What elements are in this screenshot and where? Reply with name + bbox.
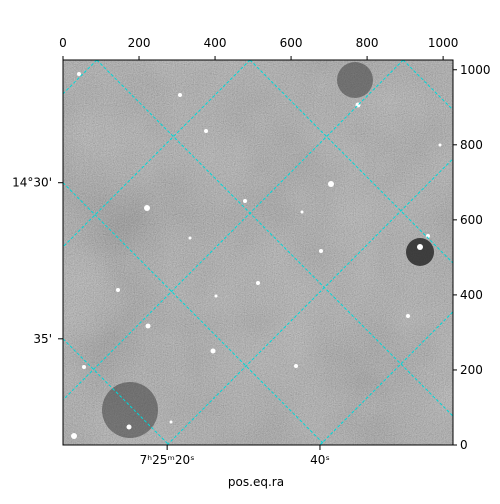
x-tick-label: 400 bbox=[204, 36, 227, 50]
wcs-grid-line bbox=[166, 158, 453, 445]
wcs-grid-line bbox=[63, 338, 170, 445]
x-tick-label: 200 bbox=[128, 36, 151, 50]
x-tick-label: 600 bbox=[280, 36, 303, 50]
dec-tick-label: 35' bbox=[33, 332, 52, 346]
y-tick-label: 1000 bbox=[460, 63, 491, 77]
wcs-grid-line bbox=[63, 182, 326, 445]
y-tick-label: 200 bbox=[460, 363, 483, 377]
plot-frame bbox=[62, 59, 454, 446]
wcs-grid bbox=[63, 60, 453, 445]
x-tick-label: 1000 bbox=[428, 36, 459, 50]
y-tick-label: 0 bbox=[460, 438, 468, 452]
y-tick-label: 800 bbox=[460, 138, 483, 152]
wcs-grid-line bbox=[63, 60, 251, 248]
wcs-grid-line bbox=[249, 60, 453, 264]
dec-tick-label: 14°30' bbox=[12, 176, 52, 190]
x-tick-label: 800 bbox=[356, 36, 379, 50]
wcs-grid-line bbox=[319, 311, 453, 445]
x-axis-label: pos.eq.ra bbox=[228, 475, 284, 489]
wcs-grid-line bbox=[96, 60, 453, 417]
ra-tick-label: 40ˢ bbox=[310, 453, 330, 467]
x-tick-label: 0 bbox=[59, 36, 67, 50]
wcs-grid-line bbox=[402, 60, 453, 111]
sky-image bbox=[63, 60, 453, 445]
ra-tick-label: 7ʰ25ᵐ20ˢ bbox=[140, 453, 195, 467]
wcs-grid-line bbox=[63, 60, 404, 401]
wcs-grid-line bbox=[63, 60, 98, 95]
y-tick-label: 400 bbox=[460, 288, 483, 302]
y-tick-label: 600 bbox=[460, 213, 483, 227]
